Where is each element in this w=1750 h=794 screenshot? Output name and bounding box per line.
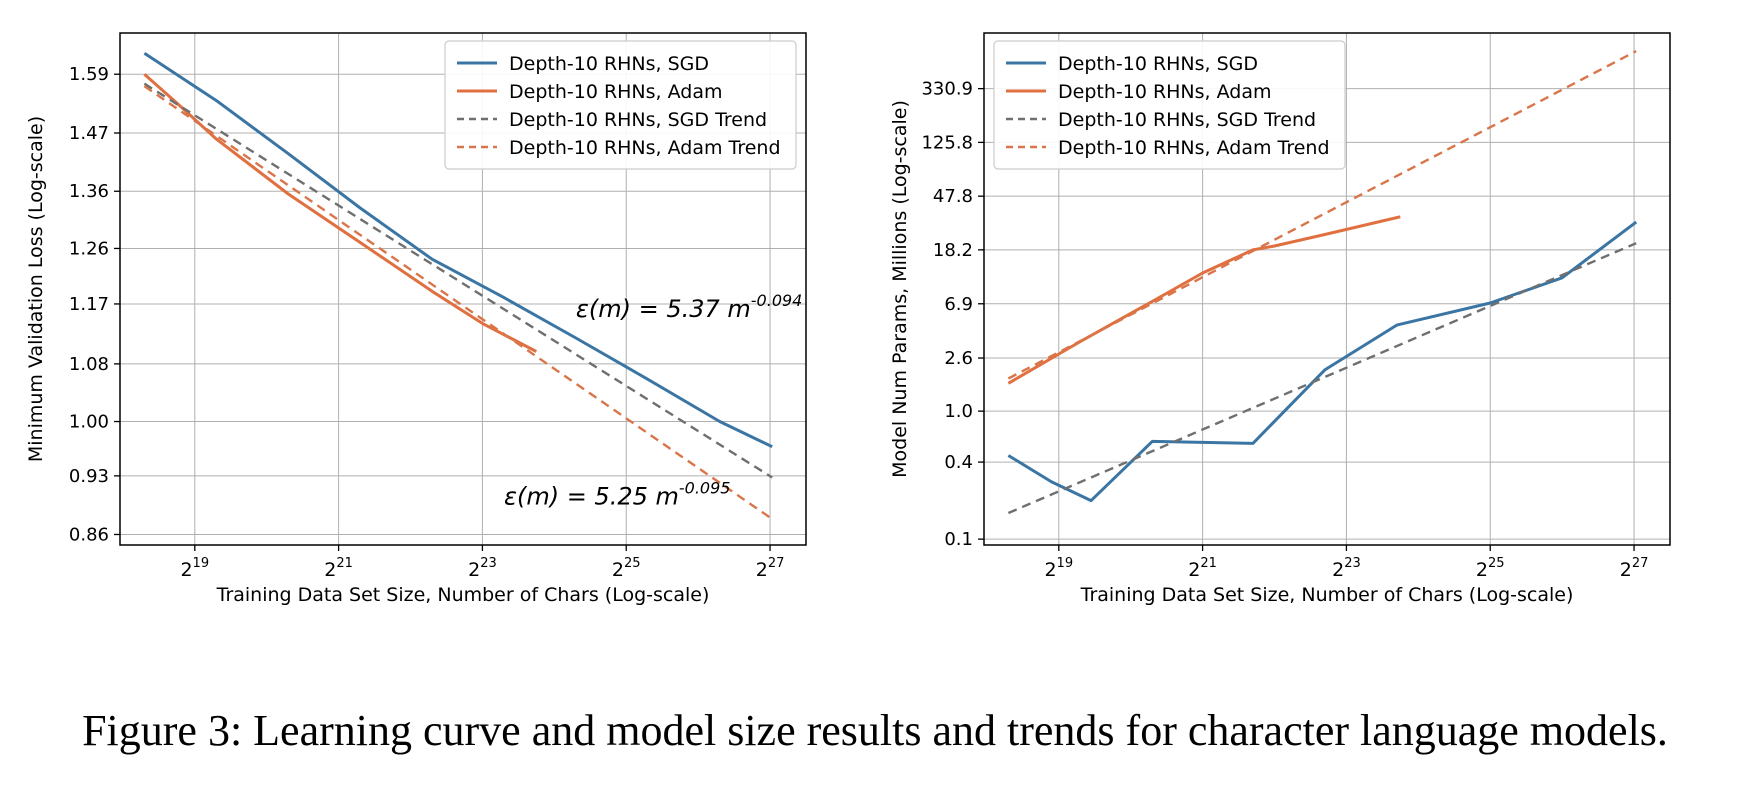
legend-entry: Depth-10 RHNs, Adam Trend — [1058, 137, 1330, 159]
depth-10-rhns-sgd-trend-line — [143, 82, 773, 479]
depth-10-rhns-sgd-line — [1007, 220, 1638, 503]
y-tick-label: 6.9 — [944, 294, 973, 315]
legend-box — [444, 40, 797, 170]
y-tick-label: 1.47 — [69, 123, 109, 144]
depth-10-rhns-adam-trend-line — [1007, 50, 1637, 380]
x-tick-label: 219 — [180, 556, 209, 581]
y-tick-label: 1.08 — [69, 354, 109, 375]
figure: 219 221 223 225 227 0.86 0.93 1.00 1.08 1.17 1.26 1… — [25, 32, 1671, 606]
depth-10-rhns-sgd-line — [143, 52, 773, 449]
y-tick-label: 1.36 — [69, 181, 109, 202]
plot-frame — [983, 32, 1671, 546]
y-tick-label: 0.4 — [944, 452, 973, 473]
legend-entry: Depth-10 RHNs, Adam — [1058, 81, 1272, 103]
x-axis-label: Training Data Set Size, Number of Chars … — [216, 584, 710, 606]
legend-entry: Depth-10 RHNs, Adam — [509, 81, 723, 103]
trend-equation-annotation: ε(m) = 5.37 m-0.094 — [576, 291, 802, 323]
x-tick-label: 225 — [612, 556, 641, 581]
y-tick-label: 1.59 — [69, 64, 109, 85]
y-tick-label: 330.9 — [921, 79, 973, 100]
figure-caption: Figure 3: Learning curve and model size … — [82, 706, 1668, 755]
y-tick-label: 0.93 — [69, 466, 109, 487]
x-tick-label: 225 — [1476, 556, 1505, 581]
y-axis-label: Minimum Validation Loss (Log-scale) — [25, 116, 47, 462]
depth-10-rhns-adam-trend-line — [143, 85, 773, 520]
legend: Depth-10 RHNs, SGD Depth-10 RHNs, Adam Dep… — [993, 40, 1346, 170]
y-tick-label: 1.0 — [944, 401, 973, 422]
depth-10-rhns-sgd-trend-line — [1007, 242, 1637, 515]
model-size-chart: 219 221 223 225 227 0.1 0.4 1.0 2.6 6.9 18.2 47.8 12… — [889, 32, 1671, 606]
legend: Depth-10 RHNs, SGD Depth-10 RHNs, Adam Dep… — [444, 40, 797, 170]
y-tick-label: 125.8 — [921, 132, 973, 153]
x-tick-label: 223 — [1332, 556, 1361, 581]
y-axis-label: Model Num Params, Millions (Log-scale) — [889, 100, 911, 478]
y-tick-label: 2.6 — [944, 348, 973, 369]
x-tick-label: 223 — [468, 556, 497, 581]
series-group — [143, 52, 773, 520]
series-group — [1007, 50, 1638, 515]
legend-entry: Depth-10 RHNs, SGD Trend — [509, 109, 767, 131]
y-tick-label: 0.1 — [944, 529, 973, 550]
y-tick-label: 1.00 — [69, 412, 109, 433]
y-tick-label: 1.17 — [69, 294, 109, 315]
legend-entry: Depth-10 RHNs, SGD Trend — [1058, 109, 1316, 131]
x-tick-label: 221 — [1188, 556, 1217, 581]
y-tick-label: 47.8 — [933, 186, 973, 207]
x-axis-label: Training Data Set Size, Number of Chars … — [1080, 584, 1574, 606]
plot-frame — [119, 32, 807, 546]
y-tick-label: 0.86 — [69, 524, 109, 545]
legend-entry: Depth-10 RHNs, SGD — [509, 53, 709, 75]
trend-equation-annotation: ε(m) = 5.25 m-0.095 — [504, 479, 730, 511]
legend-entry: Depth-10 RHNs, SGD — [1058, 53, 1258, 75]
legend-box — [993, 40, 1346, 170]
x-tick-label: 227 — [1620, 556, 1649, 581]
x-tick-label: 219 — [1044, 556, 1073, 581]
y-tick-label: 1.26 — [69, 238, 109, 259]
learning-curve-chart: 219 221 223 225 227 0.86 0.93 1.00 1.08 1.17 1.26 1… — [25, 32, 807, 606]
y-tick-label: 18.2 — [933, 240, 973, 261]
x-tick-label: 227 — [756, 556, 785, 581]
legend-entry: Depth-10 RHNs, Adam Trend — [509, 137, 781, 159]
x-tick-label: 221 — [324, 556, 353, 581]
